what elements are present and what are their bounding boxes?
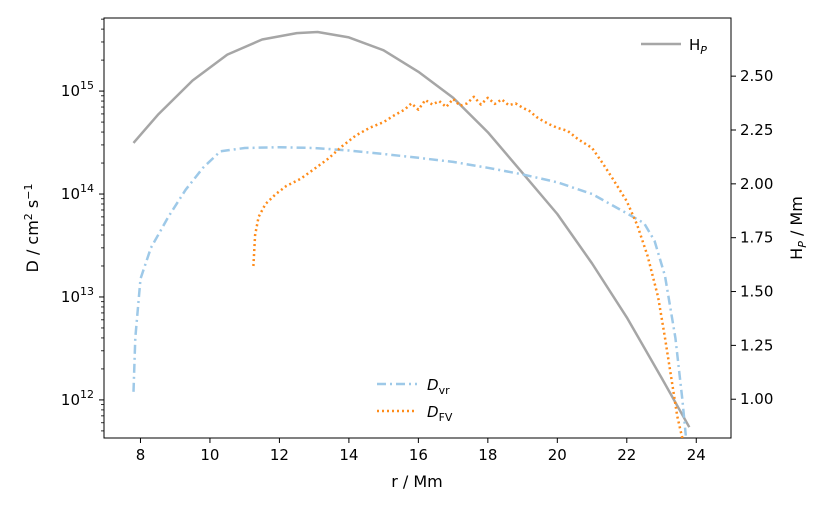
legend-hp-label: HP bbox=[689, 36, 707, 57]
y-left-tick-label: 1015 bbox=[61, 79, 94, 100]
y-right-tick-label: 2.00 bbox=[740, 175, 773, 193]
series-d-fv-line bbox=[252, 95, 684, 438]
series-d-vr-line bbox=[132, 145, 688, 436]
legend-dfv-label: DFV bbox=[427, 403, 453, 424]
legend-hp: HP bbox=[641, 36, 707, 57]
y-right-tick-label: 2.25 bbox=[740, 121, 773, 139]
x-tick-label: 18 bbox=[478, 446, 497, 464]
x-tick-label: 12 bbox=[270, 446, 289, 464]
plot-frame bbox=[103, 17, 732, 439]
x-tick-label: 20 bbox=[548, 446, 567, 464]
y-axis-right-label: HP / Mm bbox=[787, 196, 809, 260]
y-left-tick-label: 1013 bbox=[61, 285, 94, 306]
x-tick-label: 10 bbox=[200, 446, 219, 464]
series-h-p-line bbox=[132, 30, 691, 428]
x-tick-label: 24 bbox=[687, 446, 706, 464]
y-right-tick-label: 1.00 bbox=[740, 390, 773, 408]
y-right-tick-label: 2.50 bbox=[740, 67, 773, 85]
y-right-tick-label: 1.25 bbox=[740, 336, 773, 354]
x-tick-label: 14 bbox=[339, 446, 358, 464]
y-left-tick-label: 1012 bbox=[61, 388, 94, 409]
y-right-tick-label: 1.75 bbox=[740, 229, 773, 247]
y-axis-left-label: D / cm2 s−1 bbox=[22, 184, 42, 273]
y-left-tick-label: 1014 bbox=[61, 182, 94, 203]
legend-d: Dvr DFV bbox=[377, 376, 453, 424]
x-axis-label: r / Mm bbox=[391, 472, 443, 491]
x-tick-label: 22 bbox=[617, 446, 636, 464]
legend-dvr-label: Dvr bbox=[427, 376, 450, 397]
x-tick-label: 8 bbox=[136, 446, 146, 464]
x-tick-label: 16 bbox=[409, 446, 428, 464]
y-right-tick-label: 1.50 bbox=[740, 283, 773, 301]
